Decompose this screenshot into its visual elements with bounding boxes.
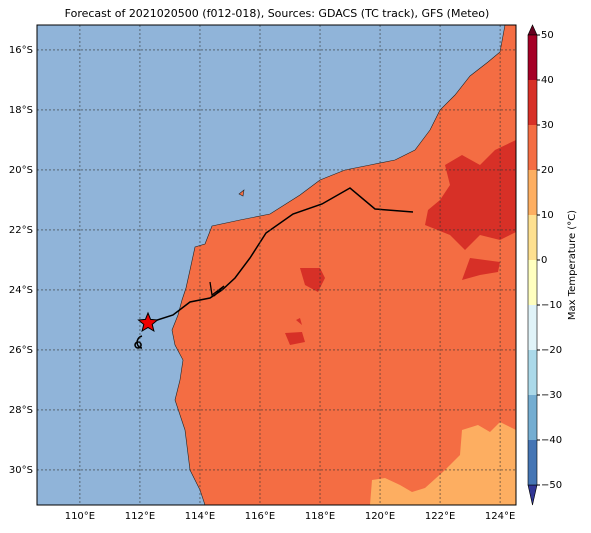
y-tick-label: 26°S: [9, 345, 33, 356]
colorbar-band: [528, 260, 537, 305]
tc-star: [137, 311, 159, 333]
colorbar-band: [528, 125, 537, 170]
colorbar-band: [528, 350, 537, 395]
colorbar-tick-label: 20: [541, 165, 554, 176]
y-tick-label: 22°S: [9, 225, 33, 236]
x-tick-label: 124°E: [485, 511, 515, 522]
colorbar-tick-label: −50: [541, 480, 562, 491]
colorbar-band: [528, 170, 537, 215]
hot-region: [285, 140, 516, 345]
y-tick-label: 24°S: [9, 285, 33, 296]
tc-track: [147, 187, 414, 324]
colorbar-tick-label: −30: [541, 390, 562, 401]
land: [171, 24, 517, 506]
colorbar-tick-label: −20: [541, 345, 562, 356]
y-tick-label: 30°S: [9, 465, 33, 476]
colorbar-label: Max Temperature (°C): [567, 210, 578, 320]
colorbar-extend: [527, 484, 538, 506]
x-tick-label: 116°E: [245, 511, 275, 522]
colorbar-band: [528, 215, 537, 260]
x-tick-label: 112°E: [125, 511, 155, 522]
colorbar-tick-label: −40: [541, 435, 562, 446]
colorbar-extend: [527, 24, 538, 36]
x-tick-label: 110°E: [65, 511, 95, 522]
mild-region: [370, 422, 516, 505]
colorbar-tick-label: 40: [541, 75, 554, 86]
colorbar-tick-label: 0: [541, 255, 547, 266]
colorbar-band: [528, 35, 537, 80]
colorbar-tick-label: 30: [541, 120, 554, 131]
colorbar-tick-label: 50: [541, 30, 554, 41]
colorbar-band: [528, 395, 537, 440]
y-tick-label: 16°S: [9, 45, 33, 56]
x-tick-label: 114°E: [185, 511, 215, 522]
colorbar-band: [528, 305, 537, 350]
x-tick-label: 120°E: [365, 511, 395, 522]
island: [238, 189, 245, 197]
colorbar-tick-label: 10: [541, 210, 554, 221]
map-frame: [36, 24, 517, 506]
y-tick-label: 28°S: [9, 405, 33, 416]
map: [37, 24, 517, 506]
x-tick-label: 122°E: [425, 511, 455, 522]
colorbar-band: [528, 440, 537, 485]
title: Forecast of 2021020500 (f012-018), Sourc…: [65, 7, 490, 20]
x-tick-label: 118°E: [305, 511, 335, 522]
y-tick-label: 20°S: [9, 165, 33, 176]
colorbar-tick-label: −10: [541, 300, 562, 311]
track-spur: [209, 281, 225, 297]
colorbar-band: [528, 80, 537, 125]
y-tick-label: 18°S: [9, 105, 33, 116]
